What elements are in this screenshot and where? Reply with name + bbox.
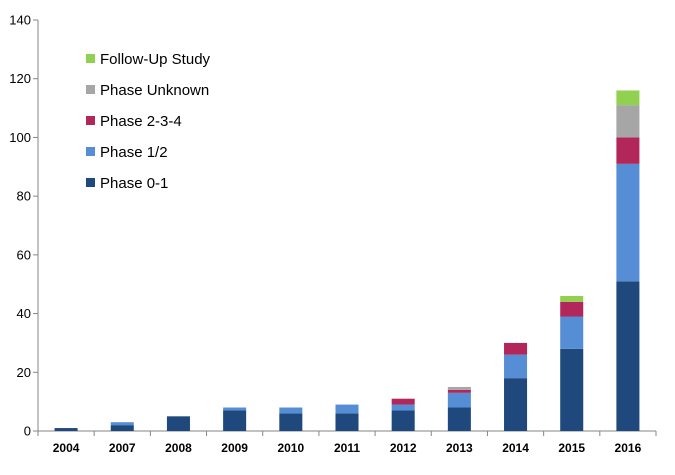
y-axis: 0 20 40 60 80 100 120 140 [9, 13, 39, 439]
x-tick-label: 2015 [558, 441, 585, 455]
x-tick-label: 2004 [53, 441, 80, 455]
bar-segment-phase-1-2-2013 [447, 392, 471, 408]
bar-segment-phase-1-2-2010 [279, 407, 303, 414]
legend-swatch-phase-0-1 [86, 178, 95, 187]
bar-segment-phase-2-3-4-2014 [504, 342, 528, 355]
x-axis: 2004 2007 2008 2009 2010 2011 2012 2013 2014 2015… [37, 430, 657, 455]
x-tick-label: 2007 [109, 441, 136, 455]
bar-segment-phase-0-1-2015 [560, 348, 584, 431]
bar-segment-phase-0-1-2007 [110, 425, 134, 431]
bar-segment-phase-2-3-4-2015 [560, 301, 584, 317]
x-tick-label: 2009 [221, 441, 248, 455]
y-tick-label: 120 [9, 71, 31, 86]
bar-segment-phase-2-3-4-2012 [391, 398, 415, 405]
legend-label-phase-0-1: Phase 0-1 [100, 175, 168, 192]
bar-segment-phase-0-1-2016 [616, 281, 640, 431]
legend-swatch-phase-2-3-4 [86, 116, 95, 125]
x-tick-label: 2012 [390, 441, 417, 455]
legend-label-phase-1-2: Phase 1/2 [100, 144, 168, 161]
bar-segment-follow-up-study-2015 [560, 295, 584, 302]
y-tick-label: 140 [9, 13, 31, 28]
x-tick-label: 2016 [615, 441, 642, 455]
y-tick-label: 40 [17, 306, 31, 321]
x-tick-label: 2010 [277, 441, 304, 455]
bar-segment-phase-0-1-2010 [279, 413, 303, 431]
legend: Follow-Up Study Phase Unknown Phase 2-3-4 P… [86, 51, 211, 192]
bar-segment-phase-1-2-2007 [110, 422, 134, 426]
bar-segment-phase-2-3-4-2016 [616, 137, 640, 164]
bar-segment-phase-1-2-2014 [504, 354, 528, 379]
legend-swatch-follow-up-study [86, 54, 95, 63]
bars [54, 90, 640, 431]
bar-segment-phase-1-2-2011 [335, 404, 359, 414]
y-tick-label: 80 [17, 189, 31, 204]
x-tick-label: 2013 [446, 441, 473, 455]
bar-segment-phase-0-1-2012 [391, 410, 415, 431]
bar-segment-phase-2-3-4-2013 [447, 389, 471, 393]
bar-segment-phase-1-2-2012 [391, 404, 415, 411]
y-tick-label: 20 [17, 365, 31, 380]
bar-segment-phase-0-1-2008 [166, 416, 190, 431]
bar-segment-phase-0-1-2004 [54, 428, 78, 431]
bar-segment-follow-up-study-2016 [616, 90, 640, 106]
bar-segment-phase-unknown-2013 [447, 386, 471, 390]
bar-segment-phase-0-1-2011 [335, 413, 359, 431]
bar-segment-phase-1-2-2016 [616, 163, 640, 282]
y-tick-label: 60 [17, 247, 31, 262]
bar-segment-phase-0-1-2013 [447, 407, 471, 431]
legend-label-follow-up-study: Follow-Up Study [100, 51, 211, 68]
bar-segment-phase-1-2-2009 [223, 407, 247, 411]
legend-label-phase-2-3-4: Phase 2-3-4 [100, 113, 182, 130]
x-tick-label: 2008 [165, 441, 192, 455]
legend-swatch-phase-1-2 [86, 147, 95, 156]
legend-label-phase-unknown: Phase Unknown [100, 82, 209, 99]
y-tick-label: 0 [24, 424, 31, 439]
bar-segment-phase-unknown-2016 [616, 105, 640, 138]
legend-swatch-phase-unknown [86, 85, 95, 94]
x-tick-label: 2014 [502, 441, 529, 455]
bar-segment-phase-0-1-2014 [504, 378, 528, 431]
y-tick-label: 100 [9, 130, 31, 145]
bar-segment-phase-1-2-2015 [560, 316, 584, 349]
bar-segment-phase-0-1-2009 [223, 410, 247, 431]
x-tick-label: 2011 [334, 441, 360, 455]
